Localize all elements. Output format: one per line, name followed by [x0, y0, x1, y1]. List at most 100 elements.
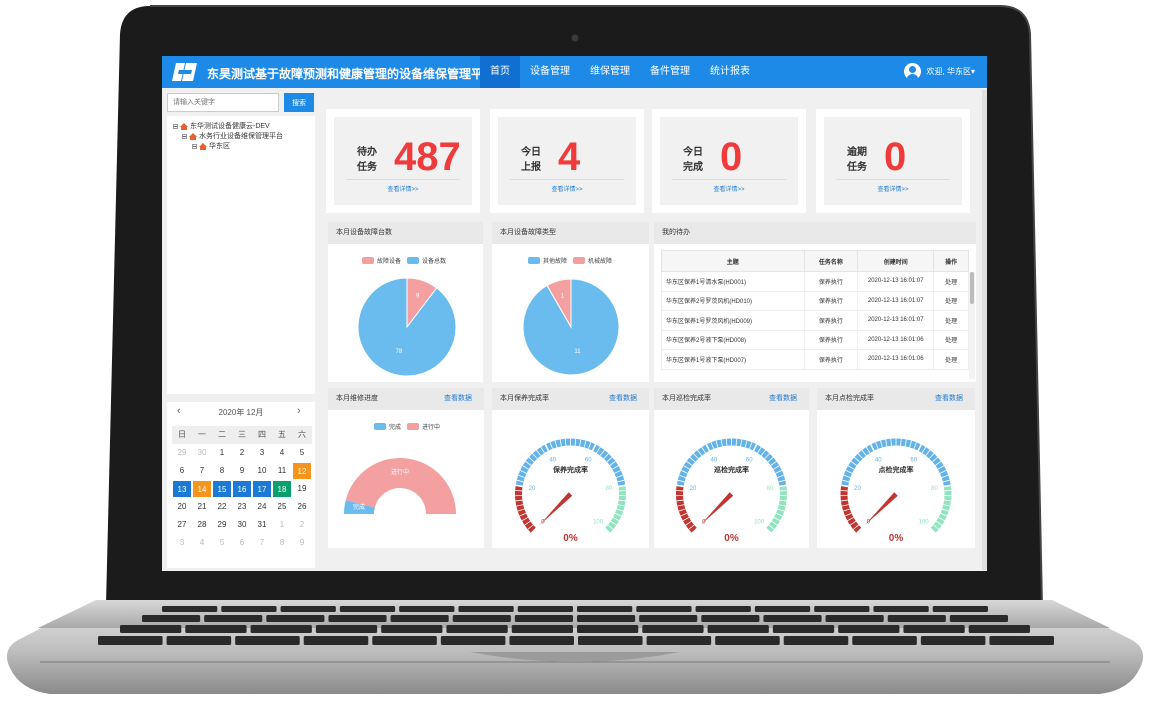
- todo-process-link[interactable]: 处理: [933, 271, 969, 292]
- calendar-day[interactable]: 23: [237, 502, 247, 511]
- calendar-day[interactable]: 3: [179, 538, 185, 547]
- gauge-tick-label: 100: [919, 520, 930, 526]
- weekday-label: 二: [218, 430, 226, 439]
- calendar-day[interactable]: 2: [299, 520, 305, 529]
- view-data-link[interactable]: 查看数据: [935, 395, 963, 402]
- calendar-day[interactable]: 13: [172, 480, 192, 498]
- stat-detail-link[interactable]: 查看详情>>: [713, 187, 745, 193]
- calendar-day[interactable]: 14: [192, 480, 212, 498]
- calendar-day[interactable]: 9: [299, 538, 305, 547]
- calendar-day[interactable]: 27: [177, 520, 187, 529]
- weekday-label: 五: [278, 430, 286, 439]
- todo-process-link[interactable]: 处理: [933, 310, 969, 331]
- calendar-day[interactable]: 7: [199, 466, 205, 475]
- stat-detail-link[interactable]: 查看详情>>: [877, 187, 909, 193]
- calendar-day[interactable]: 19: [297, 484, 307, 493]
- panel-title: 本月巡检完成率 查看数据: [654, 388, 809, 410]
- calendar-day[interactable]: 10: [257, 466, 267, 475]
- calendar-day[interactable]: 3: [259, 448, 265, 457]
- table-row: 华东区保养2号液下泵(HD008) 保养执行 2020-12-13 16:01:06…: [661, 329, 969, 350]
- panel-fault-type: 本月设备故障类型 其他故障 机械故障 11 1: [492, 222, 649, 382]
- calendar-day[interactable]: 6: [239, 538, 245, 547]
- slice-value-label: 1: [561, 293, 565, 299]
- todo-process-link[interactable]: 处理: [933, 349, 969, 370]
- nav-spare-parts[interactable]: 备件管理: [650, 66, 690, 77]
- view-data-link[interactable]: 查看数据: [769, 395, 797, 402]
- calendar-day[interactable]: 5: [219, 538, 225, 547]
- half-donut-segment[interactable]: [344, 500, 375, 514]
- calendar-day[interactable]: 26: [297, 502, 307, 511]
- calendar-day[interactable]: 6: [179, 466, 185, 475]
- pie-chart-fault-type: 111: [522, 278, 620, 376]
- calendar-day[interactable]: 16: [232, 480, 252, 498]
- search-input[interactable]: [167, 93, 279, 112]
- calendar-day[interactable]: 12: [292, 462, 312, 480]
- calendar-day[interactable]: 1: [219, 448, 225, 457]
- gauge-needle: [700, 492, 734, 526]
- calendar-day[interactable]: 29: [217, 520, 227, 529]
- legend-swatch: [407, 257, 420, 264]
- next-month-icon[interactable]: ›: [297, 405, 301, 417]
- table-scrollbar[interactable]: [969, 272, 975, 379]
- legend-label: 进行中: [422, 425, 441, 431]
- calendar-day[interactable]: 4: [199, 538, 205, 547]
- table-row: 华东区保养1号液下泵(HD007) 保养执行 2020-12-13 16:01:06…: [661, 349, 969, 370]
- gauge-tick-label: 40: [875, 457, 882, 463]
- tree-node-region[interactable]: 华东区: [192, 141, 230, 151]
- calendar-day[interactable]: 17: [252, 480, 272, 498]
- todo-process-link[interactable]: 处理: [933, 329, 969, 350]
- calendar-day[interactable]: 7: [259, 538, 265, 547]
- calendar-week: 20 21 22 23 24 25 26: [172, 498, 312, 516]
- stat-detail-link[interactable]: 查看详情>>: [387, 187, 419, 193]
- calendar-day[interactable]: 22: [217, 502, 227, 511]
- calendar-day[interactable]: 20: [177, 502, 187, 511]
- calendar-day[interactable]: 4: [279, 448, 285, 457]
- calendar-day[interactable]: 11: [277, 466, 287, 475]
- calendar-day[interactable]: 5: [299, 448, 305, 457]
- calendar-day[interactable]: 18: [272, 480, 292, 498]
- pie-slice[interactable]: [357, 277, 457, 377]
- nav-home[interactable]: 首页: [480, 56, 520, 88]
- pie-slice[interactable]: [546, 278, 572, 329]
- todo-process-link[interactable]: 处理: [933, 290, 969, 311]
- calendar-day[interactable]: 8: [279, 538, 285, 547]
- tree-toggle-icon[interactable]: [192, 143, 197, 149]
- calendar-day[interactable]: 15: [212, 480, 232, 498]
- calendar-day[interactable]: 29: [177, 448, 187, 457]
- column-header: 创建时间: [857, 250, 935, 272]
- stat-detail-link[interactable]: 查看详情>>: [551, 187, 583, 193]
- nav-maintenance[interactable]: 维保管理: [590, 66, 630, 77]
- calendar-day[interactable]: 8: [219, 466, 225, 475]
- app-title: 东昊测试基于故障预测和健康管理的设备维保管理平台: [207, 67, 496, 81]
- nav-reports[interactable]: 统计报表: [710, 66, 750, 77]
- top-navbar: 东昊测试基于故障预测和健康管理的设备维保管理平台 首页 设备管理 维保管理 备件…: [162, 56, 987, 88]
- home-icon: [199, 143, 207, 150]
- view-data-link[interactable]: 查看数据: [609, 395, 637, 402]
- view-data-link[interactable]: 查看数据: [444, 395, 472, 402]
- prev-month-icon[interactable]: ‹: [177, 405, 181, 417]
- calendar-day[interactable]: 30: [197, 448, 207, 457]
- calendar-day[interactable]: 24: [257, 502, 267, 511]
- table-scrollbar-thumb[interactable]: [970, 272, 974, 304]
- calendar-day[interactable]: 2: [239, 448, 245, 457]
- calendar-day[interactable]: 31: [257, 520, 267, 529]
- calendar-day[interactable]: 28: [197, 520, 207, 529]
- tree-node-platform[interactable]: 水务行业设备维保管理平台: [182, 131, 283, 141]
- user-avatar-icon: [903, 63, 921, 80]
- calendar: ‹ 2020年 12月 › 日一二三四五六 29 30 1 2 3 4 5 6 7 8 9 10 11 12…: [167, 402, 315, 568]
- calendar-day[interactable]: 1: [279, 520, 285, 529]
- calendar-day[interactable]: 9: [239, 466, 245, 475]
- calendar-day[interactable]: 21: [197, 502, 207, 511]
- tree-toggle-icon[interactable]: [173, 123, 178, 129]
- tree-node-root[interactable]: 东华测试设备健康云-DEV: [173, 121, 270, 131]
- tree-toggle-icon[interactable]: [182, 133, 187, 139]
- user-menu[interactable]: 欢迎, 华东区 ▾: [903, 63, 975, 80]
- nav-equipment[interactable]: 设备管理: [530, 66, 570, 77]
- gauge-band: [676, 438, 787, 487]
- main-scrollbar[interactable]: [982, 90, 987, 570]
- half-donut-segment[interactable]: [345, 457, 456, 514]
- calendar-day[interactable]: 30: [237, 520, 247, 529]
- calendar-day[interactable]: 25: [277, 502, 287, 511]
- gauge-tick-label: 20: [854, 486, 861, 492]
- search-button[interactable]: 搜索: [284, 93, 314, 112]
